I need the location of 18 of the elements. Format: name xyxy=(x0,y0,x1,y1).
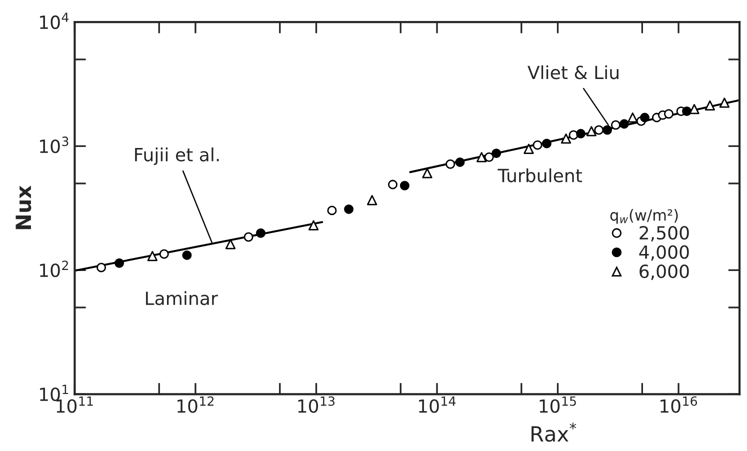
legend-title: q$_{w}$(w/m²) xyxy=(610,209,678,224)
legend-label: 4,000 xyxy=(639,245,689,261)
legend-label: 2,500 xyxy=(640,226,689,242)
x-axis-title: Rax$^{*}$ xyxy=(532,422,576,442)
annotation: Fujii et al. xyxy=(135,147,219,165)
x-tick-label: 10$^{14}$ xyxy=(419,396,456,413)
x-tick-label: 10$^{12}$ xyxy=(177,396,214,413)
x-tick-label: 10$^{13}$ xyxy=(298,396,334,413)
legend-label: 6,000 xyxy=(640,264,689,280)
x-tick-label: 10$^{15}$ xyxy=(540,396,576,413)
annotation: Laminar xyxy=(146,291,218,306)
annotation: Turbulent xyxy=(498,168,582,182)
y-axis-title: Nux xyxy=(16,186,32,230)
x-tick-label: 10$^{16}$ xyxy=(660,396,698,413)
y-tick-label: 10$^{2}$ xyxy=(40,260,68,278)
annotation: Vliet & Liu xyxy=(528,65,618,80)
y-tick-label: 10$^{4}$ xyxy=(40,12,69,30)
y-tick-label: 10$^{3}$ xyxy=(40,136,68,154)
